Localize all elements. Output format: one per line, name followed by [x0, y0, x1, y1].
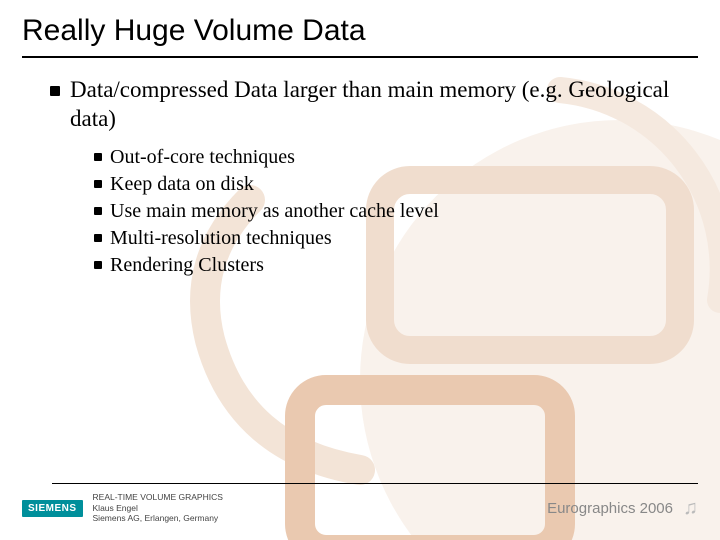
list-item: Use main memory as another cache level: [94, 198, 698, 225]
list-item: Multi-resolution techniques: [94, 225, 698, 252]
footer-meta: REAL-TIME VOLUME GRAPHICS Klaus Engel Si…: [93, 492, 223, 524]
list-item: Keep data on disk: [94, 171, 698, 198]
siemens-logo: SIEMENS: [22, 500, 83, 517]
bullet-level2-list: Out-of-core techniques Keep data on disk…: [94, 144, 698, 279]
bullet-text: Use main memory as another cache level: [110, 198, 439, 225]
footer-meta-line: Siemens AG, Erlangen, Germany: [93, 513, 223, 524]
slide-footer: SIEMENS REAL-TIME VOLUME GRAPHICS Klaus …: [22, 483, 698, 524]
footer-meta-line: REAL-TIME VOLUME GRAPHICS: [93, 492, 223, 503]
list-item: Out-of-core techniques: [94, 144, 698, 171]
list-item: Rendering Clusters: [94, 252, 698, 279]
bullet-text: Rendering Clusters: [110, 252, 264, 279]
bullet-text: Data/compressed Data larger than main me…: [70, 76, 698, 134]
bullet-text: Keep data on disk: [110, 171, 254, 198]
footer-divider: [52, 483, 698, 484]
bullet-text: Out-of-core techniques: [110, 144, 295, 171]
square-bullet-icon: [94, 234, 102, 242]
square-bullet-icon: [94, 180, 102, 188]
bullet-text: Multi-resolution techniques: [110, 225, 332, 252]
square-bullet-icon: [50, 86, 60, 96]
footer-meta-line: Klaus Engel: [93, 503, 223, 514]
conference-label: Eurographics 2006: [547, 500, 673, 517]
slide-title: Really Huge Volume Data: [22, 14, 698, 58]
square-bullet-icon: [94, 153, 102, 161]
bullet-level1: Data/compressed Data larger than main me…: [50, 76, 698, 134]
square-bullet-icon: [94, 207, 102, 215]
square-bullet-icon: [94, 261, 102, 269]
music-note-icon: ♫: [683, 497, 698, 520]
